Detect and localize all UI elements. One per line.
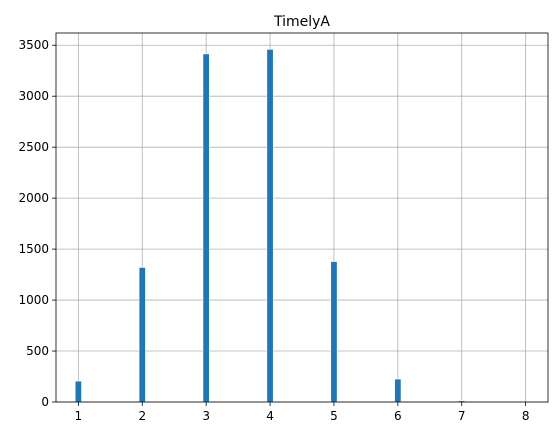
bar bbox=[138, 267, 146, 403]
y-tick-label: 2000 bbox=[18, 191, 49, 205]
y-tick-label: 500 bbox=[26, 344, 49, 358]
y-tick-label: 3500 bbox=[18, 38, 49, 52]
grid-lines bbox=[56, 33, 548, 403]
bar bbox=[74, 380, 82, 403]
x-tick-label: 5 bbox=[330, 409, 338, 423]
bar bbox=[330, 261, 338, 403]
plot-frame bbox=[55, 32, 549, 403]
x-tick-label: 6 bbox=[394, 409, 402, 423]
chart-title: TimelyA bbox=[273, 14, 330, 30]
y-tick-label: 2500 bbox=[18, 140, 49, 154]
bar bbox=[202, 53, 210, 403]
x-tick-label: 4 bbox=[266, 409, 274, 423]
bar bbox=[266, 49, 274, 403]
y-tick-label: 3000 bbox=[18, 89, 49, 103]
y-axis-ticks: 0 500 1000 1500 2000 2500 3000 3500 bbox=[18, 38, 56, 409]
x-tick-label: 1 bbox=[75, 409, 83, 423]
bar bbox=[394, 378, 402, 403]
y-tick-label: 1000 bbox=[18, 293, 49, 307]
x-tick-label: 7 bbox=[458, 409, 466, 423]
x-tick-label: 2 bbox=[138, 409, 146, 423]
y-tick-label: 0 bbox=[41, 395, 49, 409]
x-tick-label: 3 bbox=[202, 409, 210, 423]
x-axis-ticks: 1 2 3 4 5 6 7 8 bbox=[75, 402, 530, 423]
y-tick-label: 1500 bbox=[18, 242, 49, 256]
x-tick-label: 8 bbox=[522, 409, 530, 423]
bars bbox=[74, 49, 466, 403]
